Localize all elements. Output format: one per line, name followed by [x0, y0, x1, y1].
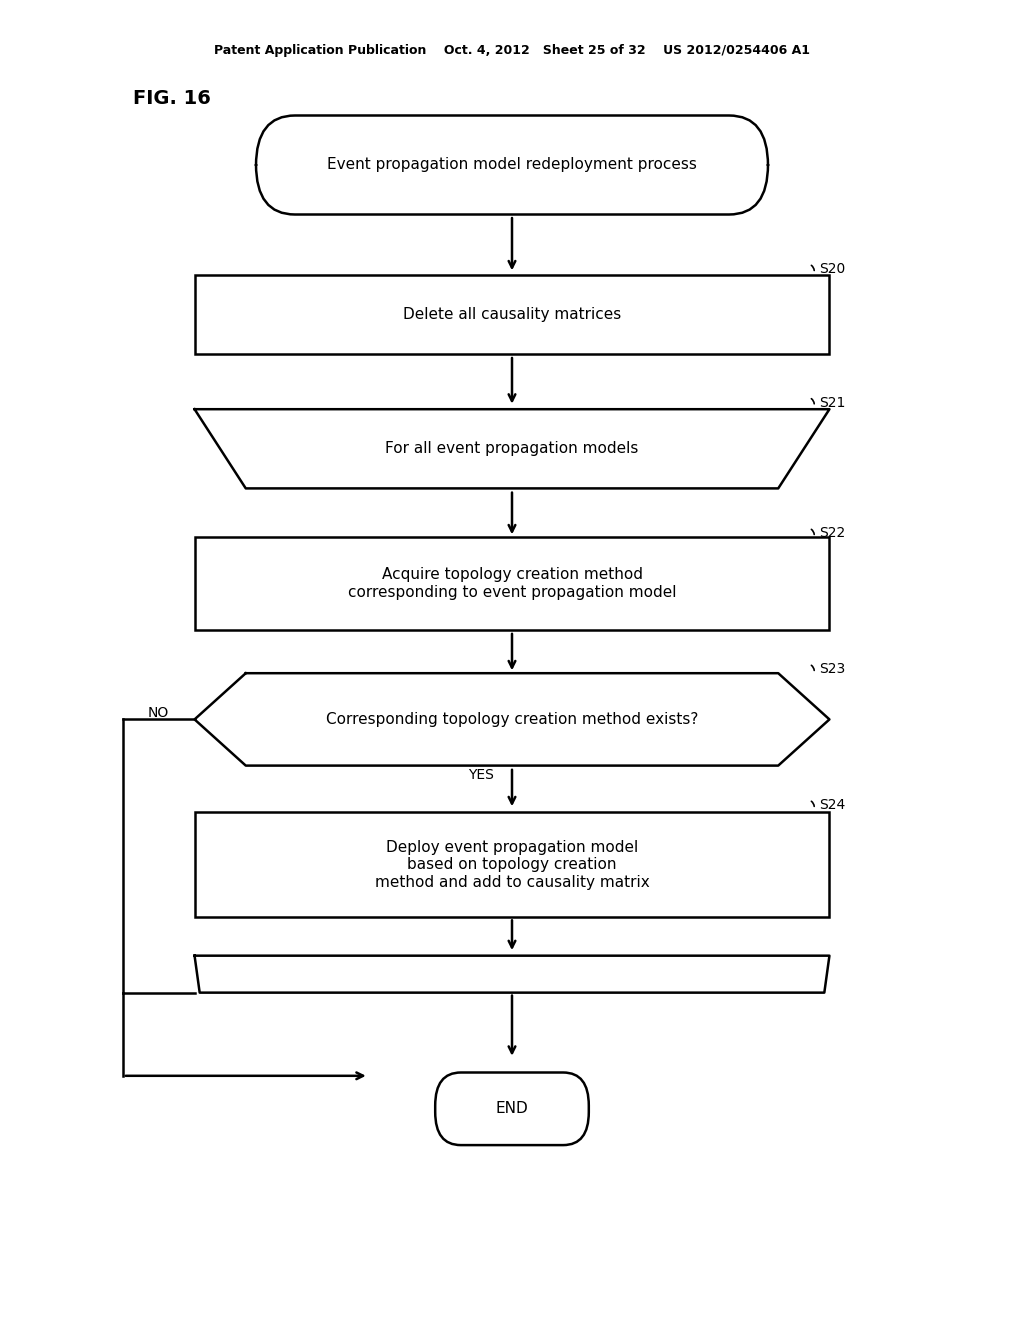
- Polygon shape: [195, 673, 829, 766]
- Text: Corresponding topology creation method exists?: Corresponding topology creation method e…: [326, 711, 698, 727]
- Text: Delete all causality matrices: Delete all causality matrices: [402, 306, 622, 322]
- Text: NO: NO: [148, 706, 169, 719]
- Text: Event propagation model redeployment process: Event propagation model redeployment pro…: [327, 157, 697, 173]
- FancyBboxPatch shape: [435, 1072, 589, 1144]
- Text: S22: S22: [819, 527, 846, 540]
- Text: Acquire topology creation method
corresponding to event propagation model: Acquire topology creation method corresp…: [348, 568, 676, 599]
- Polygon shape: [195, 409, 829, 488]
- Bar: [195, 537, 829, 630]
- Text: FIG. 16: FIG. 16: [133, 90, 211, 108]
- Text: S20: S20: [819, 263, 846, 276]
- Bar: [195, 275, 829, 354]
- Text: Patent Application Publication    Oct. 4, 2012   Sheet 25 of 32    US 2012/02544: Patent Application Publication Oct. 4, 2…: [214, 44, 810, 57]
- Bar: [195, 812, 829, 917]
- Text: S24: S24: [819, 799, 846, 812]
- Text: Deploy event propagation model
based on topology creation
method and add to caus: Deploy event propagation model based on …: [375, 840, 649, 890]
- Text: For all event propagation models: For all event propagation models: [385, 441, 639, 457]
- Text: END: END: [496, 1101, 528, 1117]
- Text: S21: S21: [819, 396, 846, 409]
- Text: YES: YES: [468, 768, 495, 781]
- Text: S23: S23: [819, 663, 846, 676]
- Polygon shape: [195, 956, 829, 993]
- FancyBboxPatch shape: [256, 116, 768, 214]
